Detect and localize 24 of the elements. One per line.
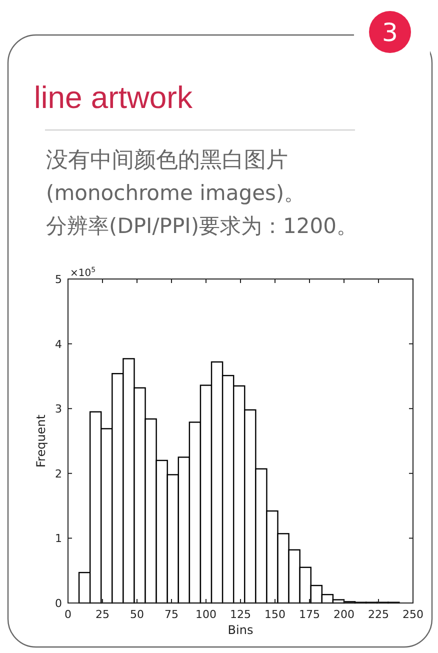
x-tick-label: 100 bbox=[196, 608, 216, 621]
x-tick-label: 75 bbox=[164, 608, 178, 621]
y-tick-label: 2 bbox=[55, 467, 62, 480]
x-tick-label: 150 bbox=[264, 608, 286, 621]
x-tick-label: 0 bbox=[64, 608, 72, 621]
y-tick-label: 0 bbox=[55, 597, 62, 610]
y-axis-title: Frequent bbox=[34, 414, 48, 468]
y-tick-label: 1 bbox=[55, 532, 62, 546]
x-tick-label: 50 bbox=[130, 608, 144, 621]
x-tick-label: 225 bbox=[368, 608, 389, 621]
chart-title: line artwork bbox=[34, 80, 193, 115]
x-tick-label: 175 bbox=[299, 608, 320, 621]
x-tick-label: 250 bbox=[402, 608, 424, 621]
y-tick-label: 3 bbox=[55, 402, 62, 416]
text: 分辨率(DPI/PPI)要求为：1200。 bbox=[46, 214, 358, 238]
y-tick-label: 4 bbox=[55, 338, 62, 351]
x-axis-title: Bins bbox=[228, 623, 254, 637]
x-tick-label: 25 bbox=[96, 608, 110, 621]
x-tick-label: 125 bbox=[230, 608, 251, 621]
text: (monochrome images)。 bbox=[46, 181, 306, 205]
chart-subtitle: 没有中间颜色的黑白图片 bbox=[46, 148, 288, 173]
y-tick-label: 5 bbox=[55, 273, 62, 286]
x-tick-label: 200 bbox=[334, 608, 354, 621]
annotation: ×10$^{5}$ bbox=[70, 266, 96, 279]
